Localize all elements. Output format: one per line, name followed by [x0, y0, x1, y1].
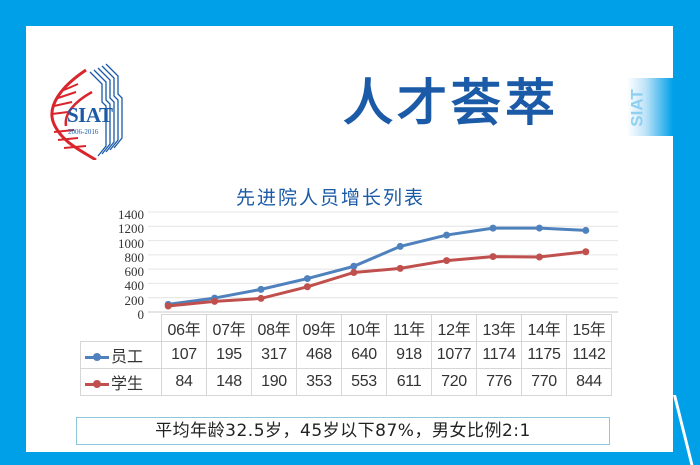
staff-legend-icon — [85, 356, 109, 359]
data-point-marker — [536, 254, 543, 261]
table-cell: 553 — [342, 369, 387, 396]
table-column-header: 11年 — [387, 315, 432, 342]
series-legend-cell: 员工 — [81, 342, 162, 369]
table-cell: 190 — [252, 369, 297, 396]
page-title: 人才荟萃 — [343, 78, 559, 128]
students-legend-icon — [85, 383, 109, 386]
data-point-marker — [490, 253, 497, 260]
series-line — [168, 228, 586, 304]
series-name: 学生 — [111, 374, 143, 393]
table-cell: 640 — [342, 342, 387, 369]
table-cell: 148 — [207, 369, 252, 396]
logo-years: 2006-2016 — [68, 128, 98, 136]
y-tick-label: 200 — [125, 294, 145, 307]
data-point-marker — [211, 298, 218, 305]
data-point-marker — [304, 283, 311, 290]
table-cell: 107 — [162, 342, 207, 369]
y-tick-label: 400 — [125, 279, 145, 292]
decorative-stripe — [673, 395, 693, 465]
y-tick-label: 1200 — [118, 222, 144, 235]
table-header-row: 06年07年08年09年10年11年12年13年14年15年 — [81, 315, 612, 342]
table-column-header: 15年 — [567, 315, 612, 342]
table-cell: 770 — [522, 369, 567, 396]
table-column-header: 07年 — [207, 315, 252, 342]
data-point-marker — [582, 227, 589, 234]
y-tick-label: 1000 — [118, 237, 144, 250]
table-cell: 918 — [387, 342, 432, 369]
side-tag: SIAT — [627, 78, 673, 136]
table-column-header: 10年 — [342, 315, 387, 342]
table-row: 学生 84148190353553611720776770844 — [81, 369, 612, 396]
y-tick-label: 1400 — [118, 208, 144, 221]
table-cell: 776 — [477, 369, 522, 396]
data-point-marker — [350, 269, 357, 276]
table-cell: 317 — [252, 342, 297, 369]
side-tag-text: SIAT — [628, 89, 648, 126]
table-cell: 84 — [162, 369, 207, 396]
data-point-marker — [258, 286, 265, 293]
table-cell: 468 — [297, 342, 342, 369]
data-point-marker — [165, 303, 172, 310]
series-name: 员工 — [111, 347, 143, 366]
table-column-header: 06年 — [162, 315, 207, 342]
table-column-header: 12年 — [432, 315, 477, 342]
line-chart-plot — [148, 210, 618, 314]
table-cell: 720 — [432, 369, 477, 396]
data-point-marker — [397, 265, 404, 272]
data-point-marker — [258, 295, 265, 302]
data-point-marker — [536, 225, 543, 232]
table-row: 员工 1071953174686409181077117411751142 — [81, 342, 612, 369]
table-cell: 195 — [207, 342, 252, 369]
data-point-marker — [443, 232, 450, 239]
logo-text: SIAT — [67, 103, 112, 128]
summary-box: 平均年龄32.5岁，45岁以下87%，男女比例2:1 — [76, 417, 610, 445]
table-cell: 353 — [297, 369, 342, 396]
data-point-marker — [350, 263, 357, 270]
y-tick-label: 600 — [125, 265, 145, 278]
series-legend-cell: 学生 — [81, 369, 162, 396]
table-cell: 1142 — [567, 342, 612, 369]
table-column-header: 09年 — [297, 315, 342, 342]
table-cell: 1175 — [522, 342, 567, 369]
data-point-marker — [582, 248, 589, 255]
data-point-marker — [397, 243, 404, 250]
chart-title: 先进院人员增长列表 — [236, 183, 425, 210]
y-tick-label: 800 — [125, 251, 145, 264]
table-cell: 1174 — [477, 342, 522, 369]
data-point-marker — [443, 257, 450, 264]
table-cell: 844 — [567, 369, 612, 396]
table-cell: 1077 — [432, 342, 477, 369]
table-column-header: 08年 — [252, 315, 297, 342]
data-point-marker — [304, 275, 311, 282]
data-point-marker — [490, 225, 497, 232]
table-column-header: 14年 — [522, 315, 567, 342]
table-cell: 611 — [387, 369, 432, 396]
data-table: 06年07年08年09年10年11年12年13年14年15年 员工1071953… — [80, 314, 612, 396]
table-corner — [81, 315, 162, 342]
table-column-header: 13年 — [477, 315, 522, 342]
